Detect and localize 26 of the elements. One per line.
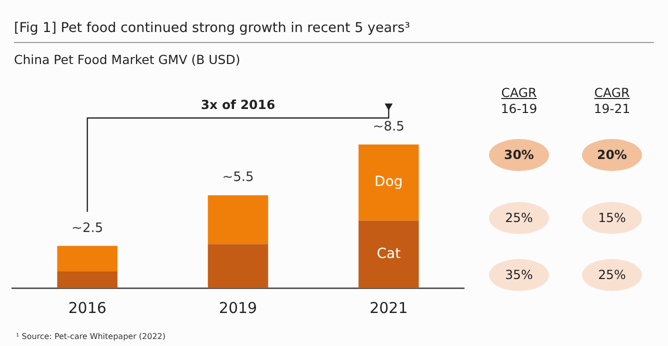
category-label: CAGR 19-21 — [592, 85, 632, 117]
text: 20% — [597, 147, 627, 162]
text: 35% — [505, 267, 533, 282]
text: 30% — [504, 147, 534, 162]
bar — [57, 271, 118, 288]
chart-subtitle: China Pet Food Market GMV (B USD) — [14, 52, 240, 67]
chart-title: [Fig 1] Pet food continued strong growth in recent 5 years³ — [14, 20, 410, 36]
x-tick-label: 2016 — [68, 298, 106, 317]
category-label: CAGR 16-19 — [500, 85, 538, 117]
text: ¹ Source: Pet-care Whitepaper (2022) — [16, 332, 166, 341]
bar — [57, 246, 118, 272]
series-label: Cat — [376, 246, 402, 262]
text: 15% — [598, 210, 626, 225]
bar — [208, 195, 268, 244]
bar — [358, 144, 419, 221]
text: 25% — [505, 210, 533, 225]
bar — [208, 244, 268, 288]
bar — [358, 220, 419, 288]
x-tick-label: 2021 — [370, 298, 408, 317]
annotation: ~2.5 — [72, 220, 104, 236]
series-label: Dog — [374, 174, 403, 190]
annotation: ~5.5 — [222, 170, 254, 186]
text: 3x of 2016 — [200, 97, 276, 112]
x-tick-label: 2019 — [218, 298, 258, 317]
text: 25% — [598, 267, 626, 282]
text: ~8.5 — [372, 120, 404, 135]
